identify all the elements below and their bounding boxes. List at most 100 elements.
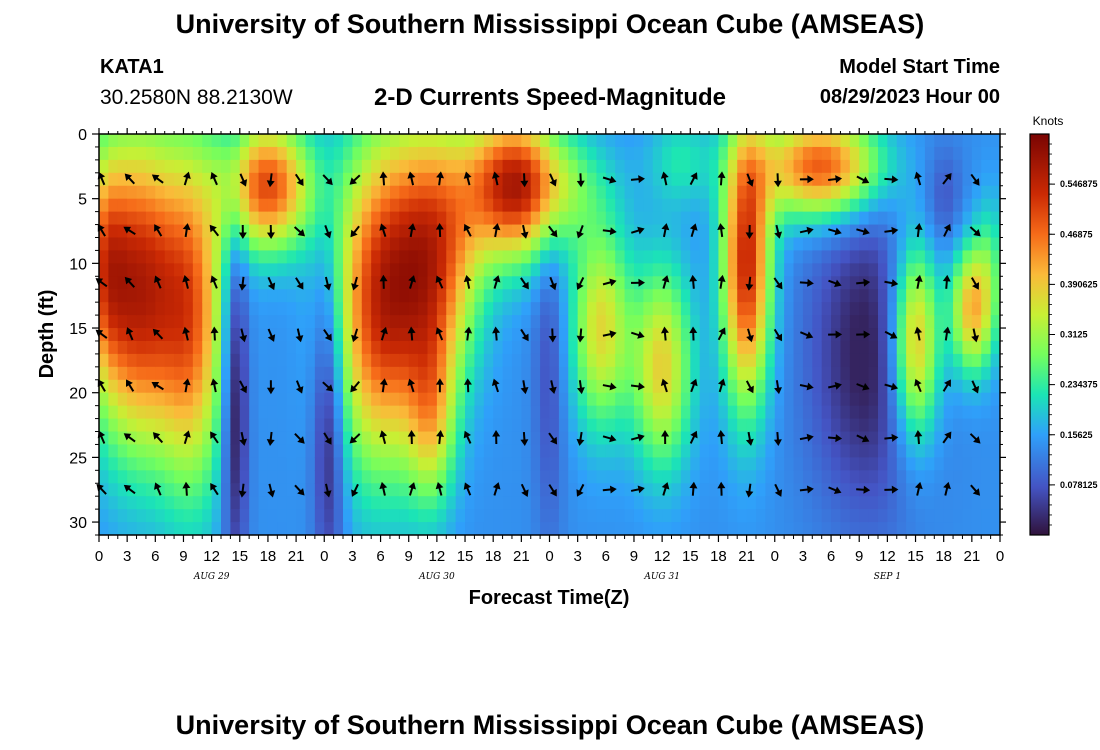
heatmap-cell bbox=[877, 392, 888, 407]
heatmap-cell bbox=[784, 237, 795, 252]
heatmap-cell bbox=[746, 146, 757, 161]
heatmap-cell bbox=[624, 289, 635, 303]
heatmap-cell bbox=[465, 237, 476, 252]
heatmap-cell bbox=[924, 263, 935, 277]
heatmap-cell bbox=[493, 263, 504, 277]
heatmap-cell bbox=[746, 496, 757, 510]
heatmap-cell bbox=[915, 159, 926, 174]
heatmap-cell bbox=[877, 328, 888, 342]
heatmap-cell bbox=[117, 289, 128, 303]
heatmap-cell bbox=[727, 470, 738, 484]
heatmap-cell bbox=[249, 211, 260, 226]
heatmap-cell bbox=[615, 483, 626, 497]
heatmap-cell bbox=[587, 509, 598, 523]
heatmap-cell bbox=[465, 198, 476, 213]
heatmap-cell bbox=[211, 263, 222, 277]
heatmap-cell bbox=[108, 483, 119, 497]
current-arrow bbox=[884, 485, 899, 494]
heatmap-cell bbox=[324, 263, 335, 277]
current-arrow bbox=[576, 380, 585, 395]
heatmap-cell bbox=[924, 289, 935, 303]
heatmap-cell bbox=[324, 457, 335, 471]
current-arrow bbox=[914, 171, 922, 186]
heatmap-cell bbox=[221, 405, 231, 420]
heatmap-cell bbox=[671, 185, 682, 200]
heatmap-cell bbox=[605, 340, 616, 355]
heatmap-cell bbox=[333, 250, 344, 264]
colorbar-tick-label: 0.078125 bbox=[1060, 480, 1098, 490]
heatmap-cell bbox=[361, 263, 372, 277]
heatmap-cell bbox=[709, 146, 720, 161]
heatmap-cell bbox=[521, 134, 532, 148]
heatmap-cell bbox=[877, 315, 888, 329]
heatmap-cell bbox=[474, 392, 485, 407]
heatmap-cell bbox=[511, 263, 522, 277]
heatmap-cell bbox=[511, 353, 522, 368]
heatmap-cell bbox=[727, 444, 738, 458]
heatmap-cell bbox=[624, 470, 635, 484]
heatmap-cell bbox=[765, 353, 776, 368]
heatmap-cell bbox=[221, 366, 231, 381]
heatmap-cell bbox=[352, 302, 363, 316]
heatmap-cell bbox=[577, 483, 588, 497]
heatmap-cell bbox=[389, 172, 400, 187]
heatmap-cell bbox=[502, 198, 513, 213]
current-arrow bbox=[942, 431, 952, 444]
heatmap-cell bbox=[643, 134, 654, 148]
heatmap-cell bbox=[530, 172, 541, 187]
heatmap-cell bbox=[465, 444, 476, 458]
heatmap-cell bbox=[296, 418, 307, 433]
heatmap-cell bbox=[239, 353, 250, 368]
heatmap-cell bbox=[718, 379, 729, 394]
heatmap-cell bbox=[784, 315, 795, 329]
heatmap-cell bbox=[690, 159, 701, 174]
heatmap-cell bbox=[296, 146, 307, 161]
heatmap-cell bbox=[211, 315, 222, 329]
heatmap-cell bbox=[812, 405, 823, 420]
heatmap-cell bbox=[530, 302, 541, 316]
heatmap-cell bbox=[709, 483, 720, 497]
current-arrow bbox=[602, 227, 617, 236]
heatmap-cell bbox=[587, 470, 598, 484]
heatmap-cell bbox=[117, 444, 128, 458]
heatmap-cell bbox=[633, 289, 644, 303]
heatmap-cell bbox=[493, 250, 504, 264]
heatmap-cell bbox=[774, 496, 785, 510]
heatmap-cell bbox=[727, 159, 738, 174]
heatmap-cell bbox=[249, 522, 260, 535]
x-tick-label: 0 bbox=[771, 548, 779, 565]
heatmap-cell bbox=[127, 444, 138, 458]
heatmap-cell bbox=[145, 431, 156, 446]
heatmap-cell bbox=[624, 198, 635, 213]
heatmap-cell bbox=[296, 328, 307, 342]
heatmap-cell bbox=[267, 431, 278, 446]
heatmap-cell bbox=[859, 509, 870, 523]
heatmap-cell bbox=[793, 457, 804, 471]
heatmap-cell bbox=[183, 328, 194, 342]
heatmap-cell bbox=[145, 522, 156, 535]
current-arrow bbox=[576, 225, 584, 239]
heatmap-cell bbox=[174, 211, 185, 226]
heatmap-cell bbox=[755, 392, 766, 407]
heatmap-cell bbox=[239, 366, 250, 381]
heatmap-cell bbox=[643, 522, 654, 535]
heatmap-cell bbox=[239, 302, 250, 316]
heatmap-cell bbox=[230, 392, 241, 407]
heatmap-cell bbox=[615, 237, 626, 252]
heatmap-cell bbox=[709, 405, 720, 420]
heatmap-cell bbox=[643, 470, 654, 484]
heatmap-cell bbox=[155, 134, 166, 148]
heatmap-cell bbox=[971, 134, 982, 148]
heatmap-cell bbox=[258, 418, 269, 433]
heatmap-cell bbox=[680, 328, 691, 342]
heatmap-cell bbox=[765, 159, 776, 174]
heatmap-cell bbox=[418, 405, 429, 420]
heatmap-cell bbox=[540, 263, 551, 277]
heatmap-cell bbox=[455, 172, 466, 187]
heatmap-cell bbox=[530, 211, 541, 226]
heatmap-cell bbox=[737, 405, 748, 420]
heatmap-cell bbox=[802, 315, 813, 329]
heatmap-cell bbox=[418, 146, 429, 161]
heatmap-cell bbox=[680, 146, 691, 161]
heatmap-cell bbox=[389, 457, 400, 471]
